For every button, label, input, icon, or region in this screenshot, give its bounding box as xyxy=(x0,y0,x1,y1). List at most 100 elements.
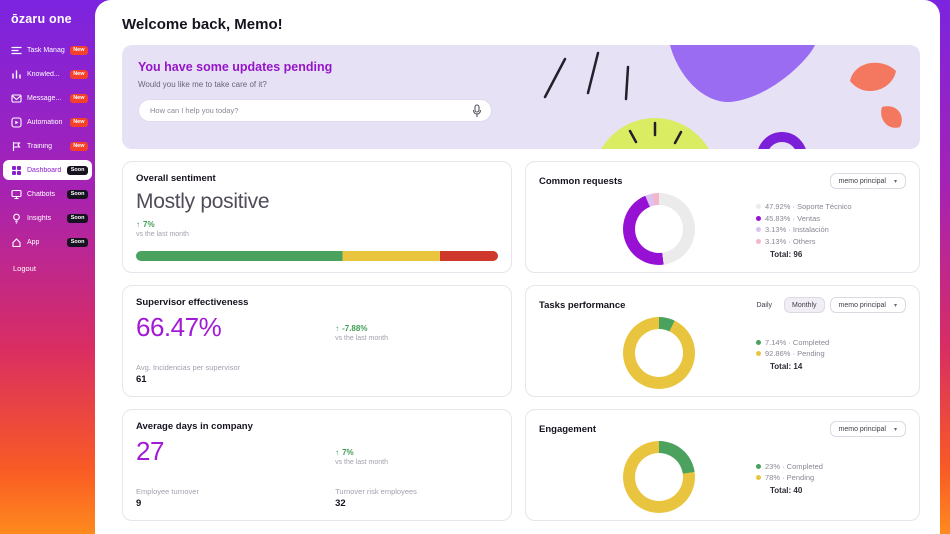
change-note: vs the last month xyxy=(335,459,389,466)
sidebar-item-label: App xyxy=(27,238,40,246)
sidebar-item-messages[interactable]: Message... New xyxy=(3,88,92,108)
metric: Avg. Incidencias per supervisor 61 xyxy=(136,363,498,385)
change-value: 7% xyxy=(342,448,354,457)
card-overall-sentiment: Overall sentiment Mostly positive ↑ 7% v… xyxy=(122,161,512,273)
chart-total: Total: 40 xyxy=(770,486,803,495)
legend-label: 78% · Pending xyxy=(765,473,815,482)
legend-label: 47.92% · Soporte Técnico xyxy=(765,202,852,211)
chevron-down-icon: ▾ xyxy=(893,178,897,185)
filter-value: memo principal xyxy=(838,425,886,433)
filter-dropdown[interactable]: memo principal ▾ xyxy=(829,173,906,189)
new-badge: New xyxy=(69,45,88,55)
chatbots-icon xyxy=(11,189,22,199)
change-note: vs the last month xyxy=(335,335,389,342)
card-title: Supervisor effectiveness xyxy=(136,297,249,308)
chart-legend: 47.92% · Soporte Técnico 45.83% · Ventas… xyxy=(756,200,906,259)
legend-dot xyxy=(756,215,761,221)
requests-donut-chart xyxy=(623,193,695,265)
legend-label: 92.86% · Pending xyxy=(765,349,825,358)
filter-value: memo principal xyxy=(838,177,886,185)
sidebar-item-label: Task Manager xyxy=(27,46,65,54)
card-title: Tasks performance xyxy=(539,299,626,311)
filter-dropdown[interactable]: memo principal ▾ xyxy=(829,297,906,313)
chart-legend: 23% · Completed 78% · Pending Total: 40 xyxy=(756,459,906,495)
microphone-icon[interactable] xyxy=(471,104,483,118)
change-value: 7% xyxy=(143,220,155,229)
card-average-days: Average days in company 27 ↑ 7% vs the l… xyxy=(122,409,512,521)
change-indicator: ↑ -7.88% xyxy=(335,324,388,333)
metric-label: Turnover risk employees xyxy=(335,487,417,496)
page-title: Welcome back, Memo! xyxy=(122,16,283,33)
chart-total: Total: 14 xyxy=(770,362,803,371)
soon-badge: Soon xyxy=(67,189,88,199)
card-tasks-performance: Tasks performance Daily Monthly memo pri… xyxy=(525,285,920,397)
chart-area: 47.92% · Soporte Técnico 45.83% · Ventas… xyxy=(539,193,906,265)
legend-item: 78% · Pending xyxy=(756,473,904,482)
engagement-donut-chart xyxy=(623,441,695,513)
legend-dot xyxy=(756,339,761,345)
chevron-down-icon: ▾ xyxy=(893,426,897,433)
card-engagement: Engagement memo principal ▾ 23% · Comple… xyxy=(525,409,920,521)
kpi-row: 66.47% ↑ -7.88% vs the last month xyxy=(136,308,498,343)
sidebar-item-chatbots[interactable]: Chatbots Soon xyxy=(3,184,92,204)
metric: Employee turnover 9 xyxy=(136,487,335,509)
change-value: -7.88% xyxy=(342,324,368,333)
assistant-input[interactable] xyxy=(138,99,492,122)
chart-total: Total: 96 xyxy=(770,249,803,259)
legend-dot xyxy=(756,463,761,469)
legend-dot xyxy=(756,227,761,232)
app-icon xyxy=(12,237,21,247)
banner-illustration xyxy=(543,45,902,149)
card-header: Engagement memo principal ▾ xyxy=(539,421,906,437)
app-logo: ōzaru one xyxy=(11,12,72,26)
card-common-requests: Common requests memo principal ▾ 47.92% … xyxy=(525,161,920,273)
new-badge: New xyxy=(69,117,88,127)
metric-label: Avg. Incidencias per supervisor xyxy=(136,363,241,372)
assistant-input-wrap xyxy=(138,99,492,122)
sidebar-item-automation[interactable]: Automation New xyxy=(3,112,92,132)
monthly-button[interactable]: Monthly xyxy=(784,297,825,313)
banner-subtitle: Would you like me to take care of it? xyxy=(138,80,267,89)
filter-dropdown[interactable]: memo principal ▾ xyxy=(829,421,906,437)
new-badge: New xyxy=(69,93,88,103)
sidebar-item-dashboard[interactable]: Dashboard Soon xyxy=(3,160,92,180)
automation-icon xyxy=(11,116,22,128)
sidebar-item-label: Automation xyxy=(27,118,63,126)
dashboard-icon xyxy=(12,165,21,175)
banner-title: You have some updates pending xyxy=(138,60,333,74)
legend-item: 23% · Completed xyxy=(756,462,904,471)
new-badge: New xyxy=(69,69,88,79)
legend-label: 3.13% · Instalación xyxy=(765,225,829,234)
sidebar-item-app[interactable]: App Soon xyxy=(3,232,92,252)
sidebar-item-label: Insights xyxy=(27,214,52,222)
daily-button[interactable]: Daily xyxy=(749,298,779,312)
sidebar-item-insights[interactable]: Insights Soon xyxy=(3,208,92,228)
legend-item: 3.13% · Instalación xyxy=(756,225,904,234)
sidebar-item-training[interactable]: Training New xyxy=(3,136,92,156)
sidebar-item-label: Knowled... xyxy=(27,70,60,78)
metric-label: Employee turnover xyxy=(136,487,199,496)
sidebar-item-knowledge[interactable]: Knowled... New xyxy=(3,64,92,84)
legend-label: 45.83% · Ventas xyxy=(765,213,821,223)
legend-item: 47.92% · Soporte Técnico xyxy=(756,202,904,211)
chevron-down-icon: ▾ xyxy=(893,302,897,309)
legend-dot xyxy=(756,204,761,209)
card-title: Overall sentiment xyxy=(136,173,216,184)
sidebar-item-task-manager[interactable]: Task Manager New xyxy=(3,40,92,60)
knowledge-icon xyxy=(12,69,21,79)
legend-item: 3.13% · Others xyxy=(756,237,904,246)
legend-item: 45.83% · Ventas xyxy=(756,214,904,223)
logout-button[interactable]: Logout xyxy=(13,264,36,273)
legend-item: 92.86% · Pending xyxy=(756,349,904,358)
legend-label: 3.13% · Others xyxy=(765,236,816,246)
soon-badge: Soon xyxy=(67,165,88,175)
filter-value: memo principal xyxy=(838,301,886,309)
sentiment-stacked-bar xyxy=(136,251,498,261)
metric-value: 9 xyxy=(136,498,142,509)
sidebar-item-label: Chatbots xyxy=(27,190,56,198)
card-title: Common requests xyxy=(539,175,623,187)
sidebar-item-label: Dashboard xyxy=(27,166,62,174)
card-controls: Daily Monthly memo principal ▾ xyxy=(749,297,906,313)
sidebar-item-label: Message... xyxy=(27,94,62,102)
legend-label: 23% · Completed xyxy=(765,461,823,471)
